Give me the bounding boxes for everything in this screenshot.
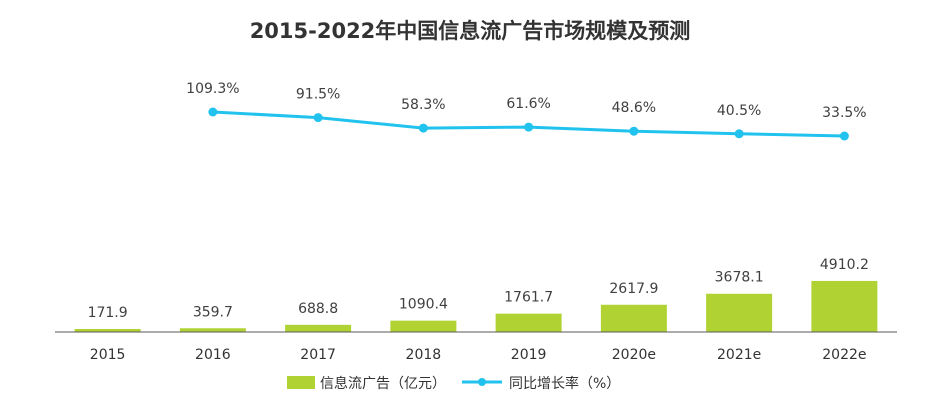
legend-line-marker — [478, 378, 486, 386]
growth-labels-layer: 109.3% 91.5% 58.3% 61.6% 48.6% 40.5% 33.5% — [186, 81, 866, 121]
legend-line-label: 同比增长率（%） — [509, 375, 620, 392]
growth-value-label-2017: 91.5% — [296, 87, 340, 103]
bar-value-label-2020e: 2617.9 — [609, 281, 658, 297]
bar-value-label-2017: 688.8 — [298, 301, 338, 317]
bar-value-label-2015: 171.9 — [88, 305, 128, 321]
x-axis-ticks: 2015 2016 2017 2018 2019 2020e 2021e 2022e — [90, 347, 867, 363]
legend-bar-label: 信息流广告（亿元） — [320, 375, 446, 392]
bar-2016 — [179, 328, 246, 332]
bar-labels-layer: 171.9 359.7 688.8 1090.4 1761.7 2617.9 3678.1 4… — [88, 257, 869, 321]
growth-point-2016 — [208, 107, 218, 117]
x-tick-label-2020e: 2020e — [612, 347, 656, 363]
bar-2015 — [74, 329, 141, 332]
bar-2021e — [706, 293, 773, 332]
bar-value-label-2021e: 3678.1 — [715, 270, 764, 286]
legend-bar-swatch — [287, 376, 315, 389]
bar-2017 — [285, 324, 352, 332]
bar-2018 — [390, 320, 457, 332]
growth-point-2019 — [524, 122, 534, 132]
legend: 信息流广告（亿元） 同比增长率（%） — [287, 375, 620, 392]
bar-2019 — [495, 313, 562, 332]
chart-title: 2015-2022年中国信息流广告市场规模及预测 — [250, 19, 691, 43]
bar-value-label-2022e: 4910.2 — [820, 257, 869, 273]
x-tick-label-2021e: 2021e — [717, 347, 761, 363]
growth-value-label-2020e: 48.6% — [612, 100, 656, 116]
growth-value-label-2018: 58.3% — [401, 97, 445, 113]
growth-point-2017 — [313, 113, 323, 123]
x-tick-label-2022e: 2022e — [822, 347, 866, 363]
growth-line-layer — [208, 107, 849, 141]
bar-value-label-2016: 359.7 — [193, 304, 233, 320]
growth-point-2021e — [734, 129, 744, 139]
growth-value-label-2016: 109.3% — [186, 81, 239, 97]
bar-2020e — [600, 304, 667, 332]
growth-point-2022e — [839, 131, 849, 141]
bar-value-label-2018: 1090.4 — [399, 297, 448, 313]
x-tick-label-2017: 2017 — [300, 347, 336, 363]
growth-value-label-2022e: 33.5% — [822, 105, 866, 121]
x-tick-label-2018: 2018 — [406, 347, 442, 363]
bars-layer — [74, 280, 878, 332]
growth-point-2018 — [418, 123, 428, 133]
growth-value-label-2021e: 40.5% — [717, 103, 761, 119]
growth-value-label-2019: 61.6% — [506, 96, 550, 112]
x-tick-label-2019: 2019 — [511, 347, 547, 363]
x-tick-label-2015: 2015 — [90, 347, 126, 363]
bar-2022e — [811, 280, 878, 332]
bar-value-label-2019: 1761.7 — [504, 290, 553, 306]
x-tick-label-2016: 2016 — [195, 347, 231, 363]
growth-point-2020e — [629, 126, 639, 136]
